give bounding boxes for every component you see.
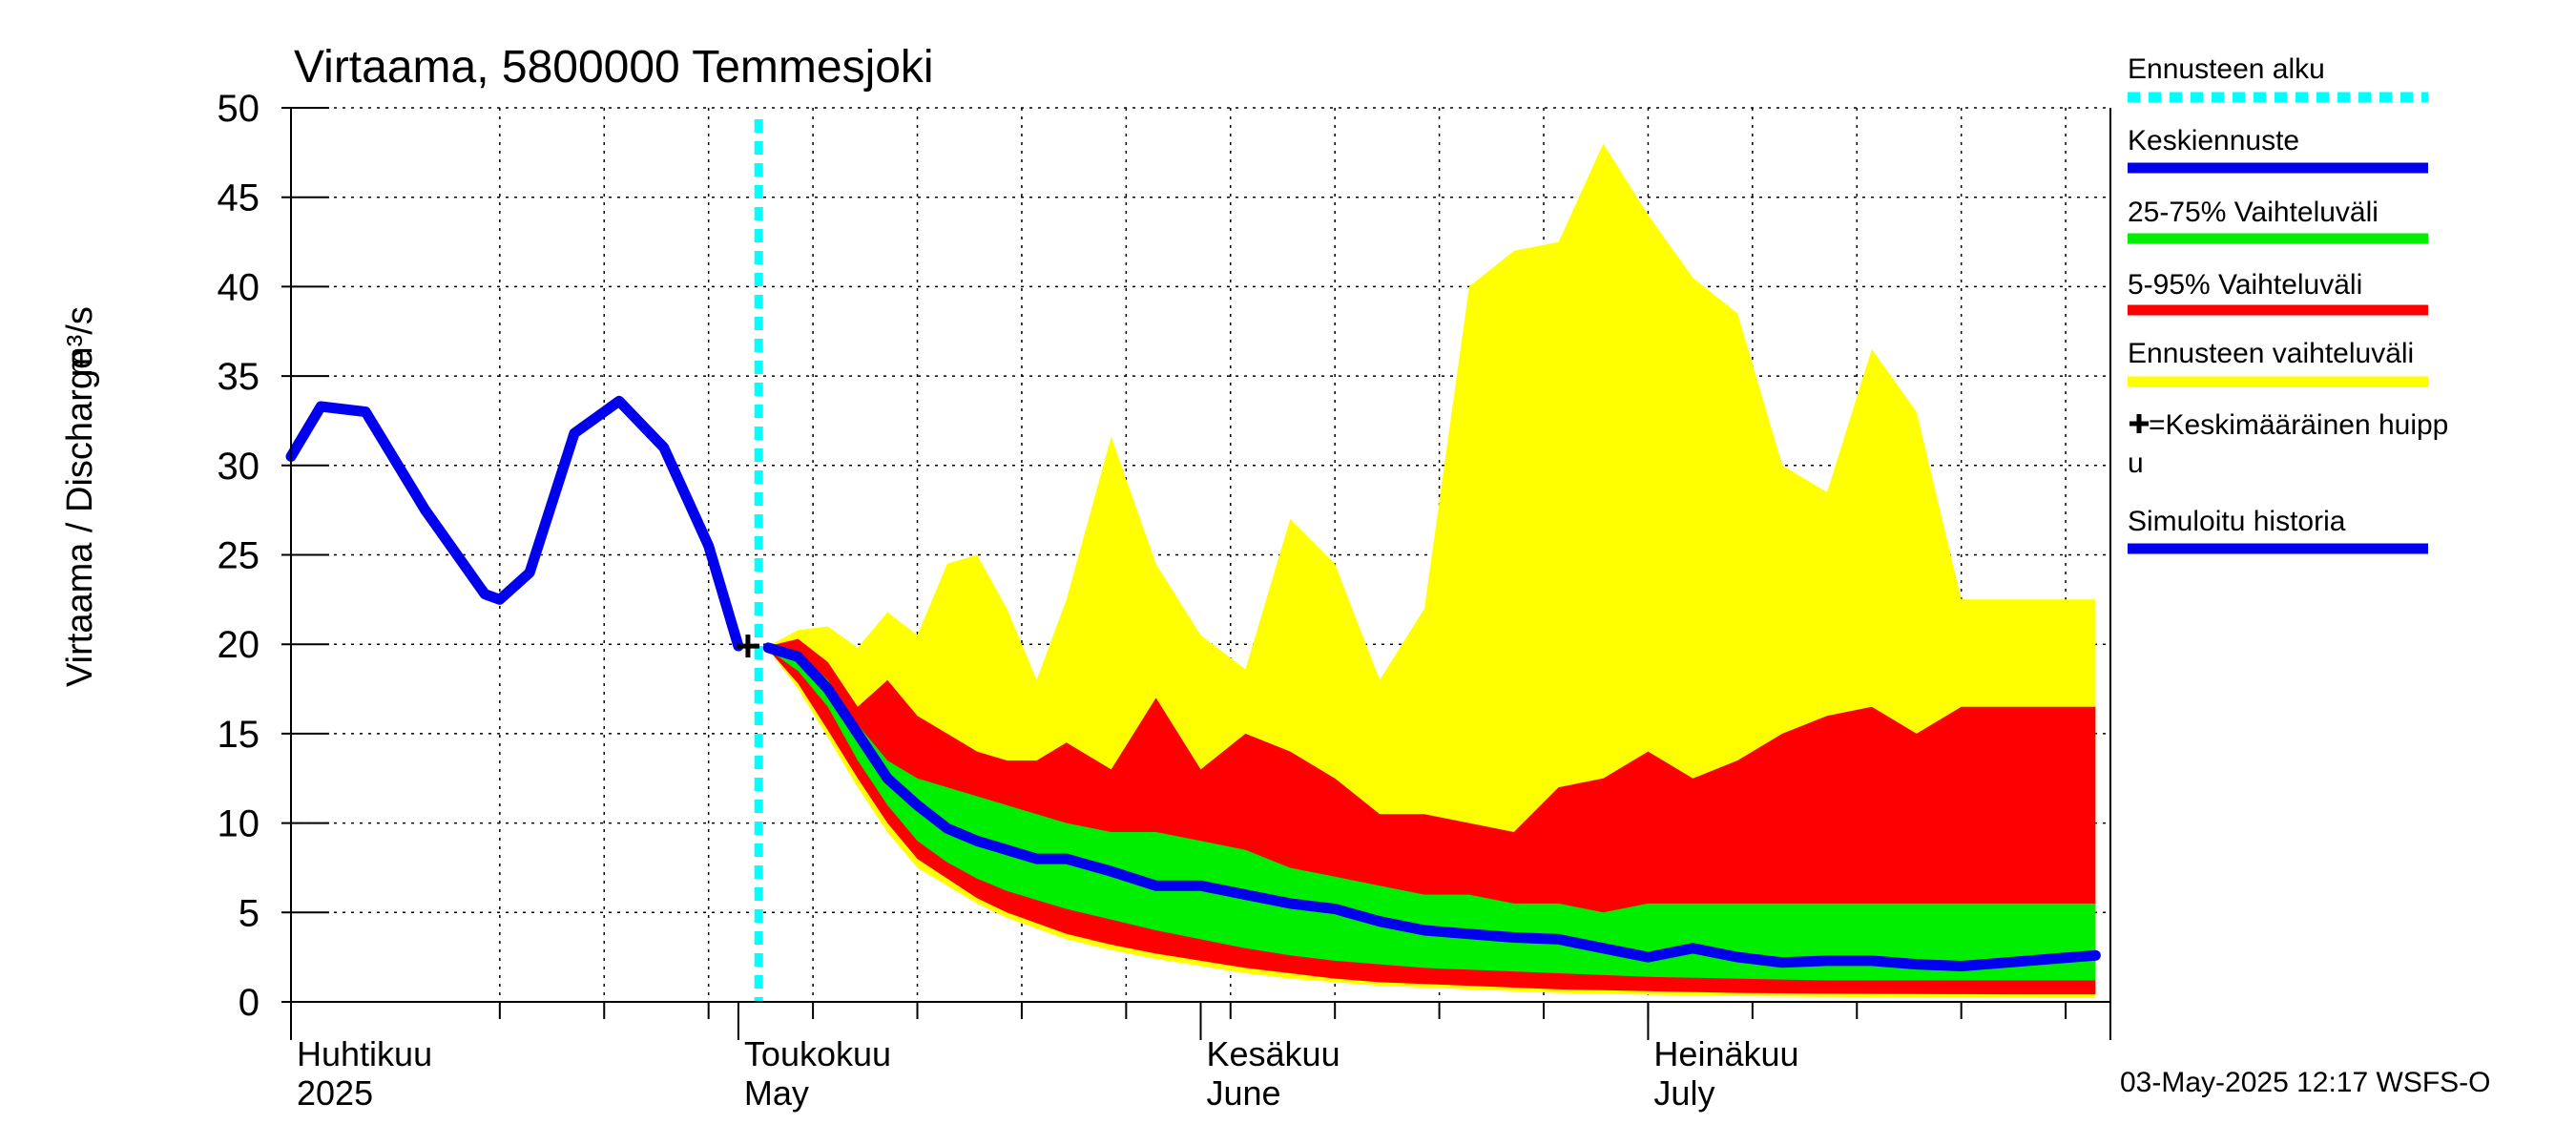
legend-item-median: Keskiennuste [2128, 125, 2428, 174]
legend: Ennusteen alku Keskiennuste 25-75% Vaihtel… [2128, 53, 2448, 554]
legend-label: 5-95% Vaihteluväli [2128, 269, 2362, 301]
axes: 05101520253035404550Huhtikuu2025Toukokuu… [218, 88, 2111, 1113]
line-keskiennuste [762, 642, 2101, 971]
month-label: Huhtikuu [297, 1034, 432, 1073]
legend-label: Keskiennuste [2128, 125, 2299, 156]
footer-timestamp: 03-May-2025 12:17 WSFS-O [2120, 1067, 2491, 1098]
legend-label-cont: u [2128, 448, 2144, 479]
legend-label: Simuloitu historia [2128, 506, 2346, 537]
month-sublabel: May [744, 1073, 809, 1113]
legend-label: Ennusteen alku [2128, 53, 2325, 85]
y-tick-label: 50 [218, 88, 260, 130]
y-tick-label: 35 [218, 356, 260, 398]
legend-label: =Keskimääräinen huipp [2149, 409, 2448, 441]
series-lines [285, 119, 2101, 1002]
legend-item-range: Ennusteen vaihteluväli [2128, 338, 2428, 387]
forecast-bands [768, 143, 2096, 998]
y-tick-label: 5 [239, 892, 260, 934]
month-label: Heinäkuu [1653, 1034, 1798, 1073]
legend-item-history: Simuloitu historia [2128, 506, 2428, 554]
y-tick-label: 30 [218, 446, 260, 488]
y-axis-label: Virtaama / Discharge [60, 349, 100, 687]
y-tick-label: 25 [218, 535, 260, 577]
y-axis-unit: m³/s [60, 306, 100, 377]
y-tick-label: 0 [239, 982, 260, 1024]
y-tick-label: 45 [218, 177, 260, 219]
legend-label: 25-75% Vaihteluväli [2128, 197, 2379, 228]
month-label: Toukokuu [744, 1034, 891, 1073]
legend-label: Ennusteen vaihteluväli [2128, 338, 2414, 369]
month-sublabel: June [1207, 1073, 1281, 1113]
legend-item-p25_75: 25-75% Vaihteluväli [2128, 197, 2428, 244]
y-tick-label: 40 [218, 266, 260, 308]
chart-title: Virtaama, 5800000 Temmesjoki [294, 42, 934, 93]
legend-item-forecast_start: Ennusteen alku [2128, 53, 2428, 103]
legend-item-p5_95: 5-95% Vaihteluväli [2128, 269, 2428, 316]
month-sublabel: July [1653, 1073, 1714, 1113]
line-simuloitu-historia [285, 395, 744, 652]
y-tick-label: 10 [218, 803, 260, 845]
y-tick-label: 15 [218, 714, 260, 756]
month-label: Kesäkuu [1207, 1034, 1340, 1073]
mean-peak-marker [736, 635, 759, 658]
band-25-75-vaihteluv-li [768, 647, 2096, 981]
month-sublabel: 2025 [297, 1073, 373, 1113]
y-tick-label: 20 [218, 624, 260, 666]
